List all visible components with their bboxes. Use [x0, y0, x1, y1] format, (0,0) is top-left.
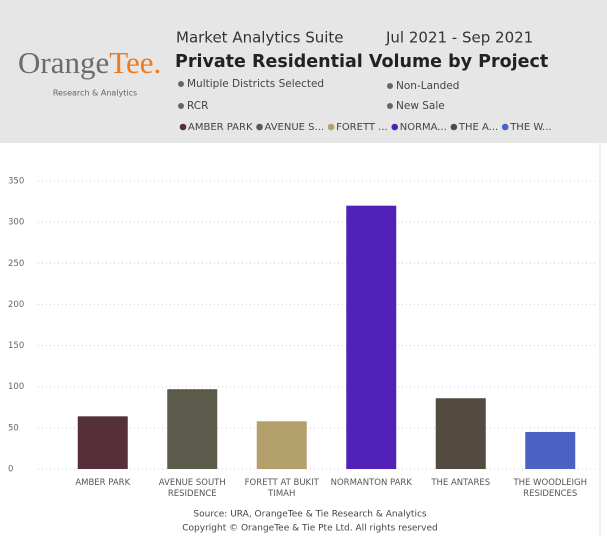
bar — [77, 416, 128, 469]
filter-bullet — [387, 83, 393, 89]
filter-text: Multiple Districts Selected — [187, 78, 324, 90]
filter-bullet — [178, 103, 184, 109]
legend-label: AVENUE S... — [265, 122, 325, 133]
logo-main-text: Orange — [18, 45, 109, 80]
bar — [346, 205, 397, 469]
filter-text: New Sale — [396, 100, 445, 112]
legend-label: THE W... — [509, 122, 551, 133]
y-tick-label: 150 — [8, 341, 24, 351]
legend-label: AMBER PARK — [188, 122, 253, 133]
filter-bullet — [387, 103, 393, 109]
y-tick-label: 50 — [8, 423, 19, 433]
legend-dot — [179, 123, 187, 131]
source: Source: URA, OrangeTee & Tie Research & … — [193, 510, 427, 520]
filter-text: RCR — [187, 100, 208, 112]
bar — [525, 431, 576, 469]
y-tick-label: 300 — [8, 218, 24, 228]
bar — [167, 389, 218, 469]
logo-main: OrangeTee. — [18, 45, 161, 80]
bar — [435, 398, 486, 469]
copyright: Copyright © OrangeTee & Tie Pte Ltd. All… — [182, 524, 437, 534]
x-tick-label: FORETT AT BUKIT TIMAH — [244, 478, 319, 499]
legend-dot — [327, 123, 335, 131]
filter-text: Non-Landed — [396, 80, 459, 92]
legend-dot — [501, 123, 509, 131]
app-title: Market Analytics Suite — [176, 29, 344, 47]
legend-dot — [450, 123, 458, 131]
x-tick-label: NORMANTON PARK — [330, 478, 412, 488]
chart-title: Private Residential Volume by Project — [175, 52, 548, 72]
legend-label: NORMA... — [400, 122, 447, 133]
y-tick-label: 200 — [8, 300, 24, 310]
legend-label: FORETT ... — [336, 122, 388, 133]
y-tick-label: 100 — [8, 382, 24, 392]
legend-label: THE A... — [458, 122, 498, 133]
filter-bullet — [178, 81, 184, 87]
legend-dot — [391, 123, 399, 131]
header-band — [0, 0, 607, 143]
x-tick-label: AMBER PARK — [75, 478, 131, 488]
logo-sub: Research & Analytics — [53, 89, 137, 98]
x-tick-label: AVENUE SOUTH RESIDENCE — [158, 478, 226, 499]
legend-dot — [256, 123, 263, 131]
y-tick-label: 0 — [8, 465, 13, 475]
y-tick-label: 250 — [8, 259, 24, 269]
x-tick-label: THE ANTARES — [431, 478, 491, 488]
x-tick-label: THE WOODLEIGH RESIDENCES — [513, 478, 588, 499]
period: Jul 2021 - Sep 2021 — [385, 29, 533, 47]
y-tick-label: 350 — [8, 177, 24, 187]
bar — [256, 421, 307, 469]
logo-accent: Tee. — [109, 45, 161, 80]
